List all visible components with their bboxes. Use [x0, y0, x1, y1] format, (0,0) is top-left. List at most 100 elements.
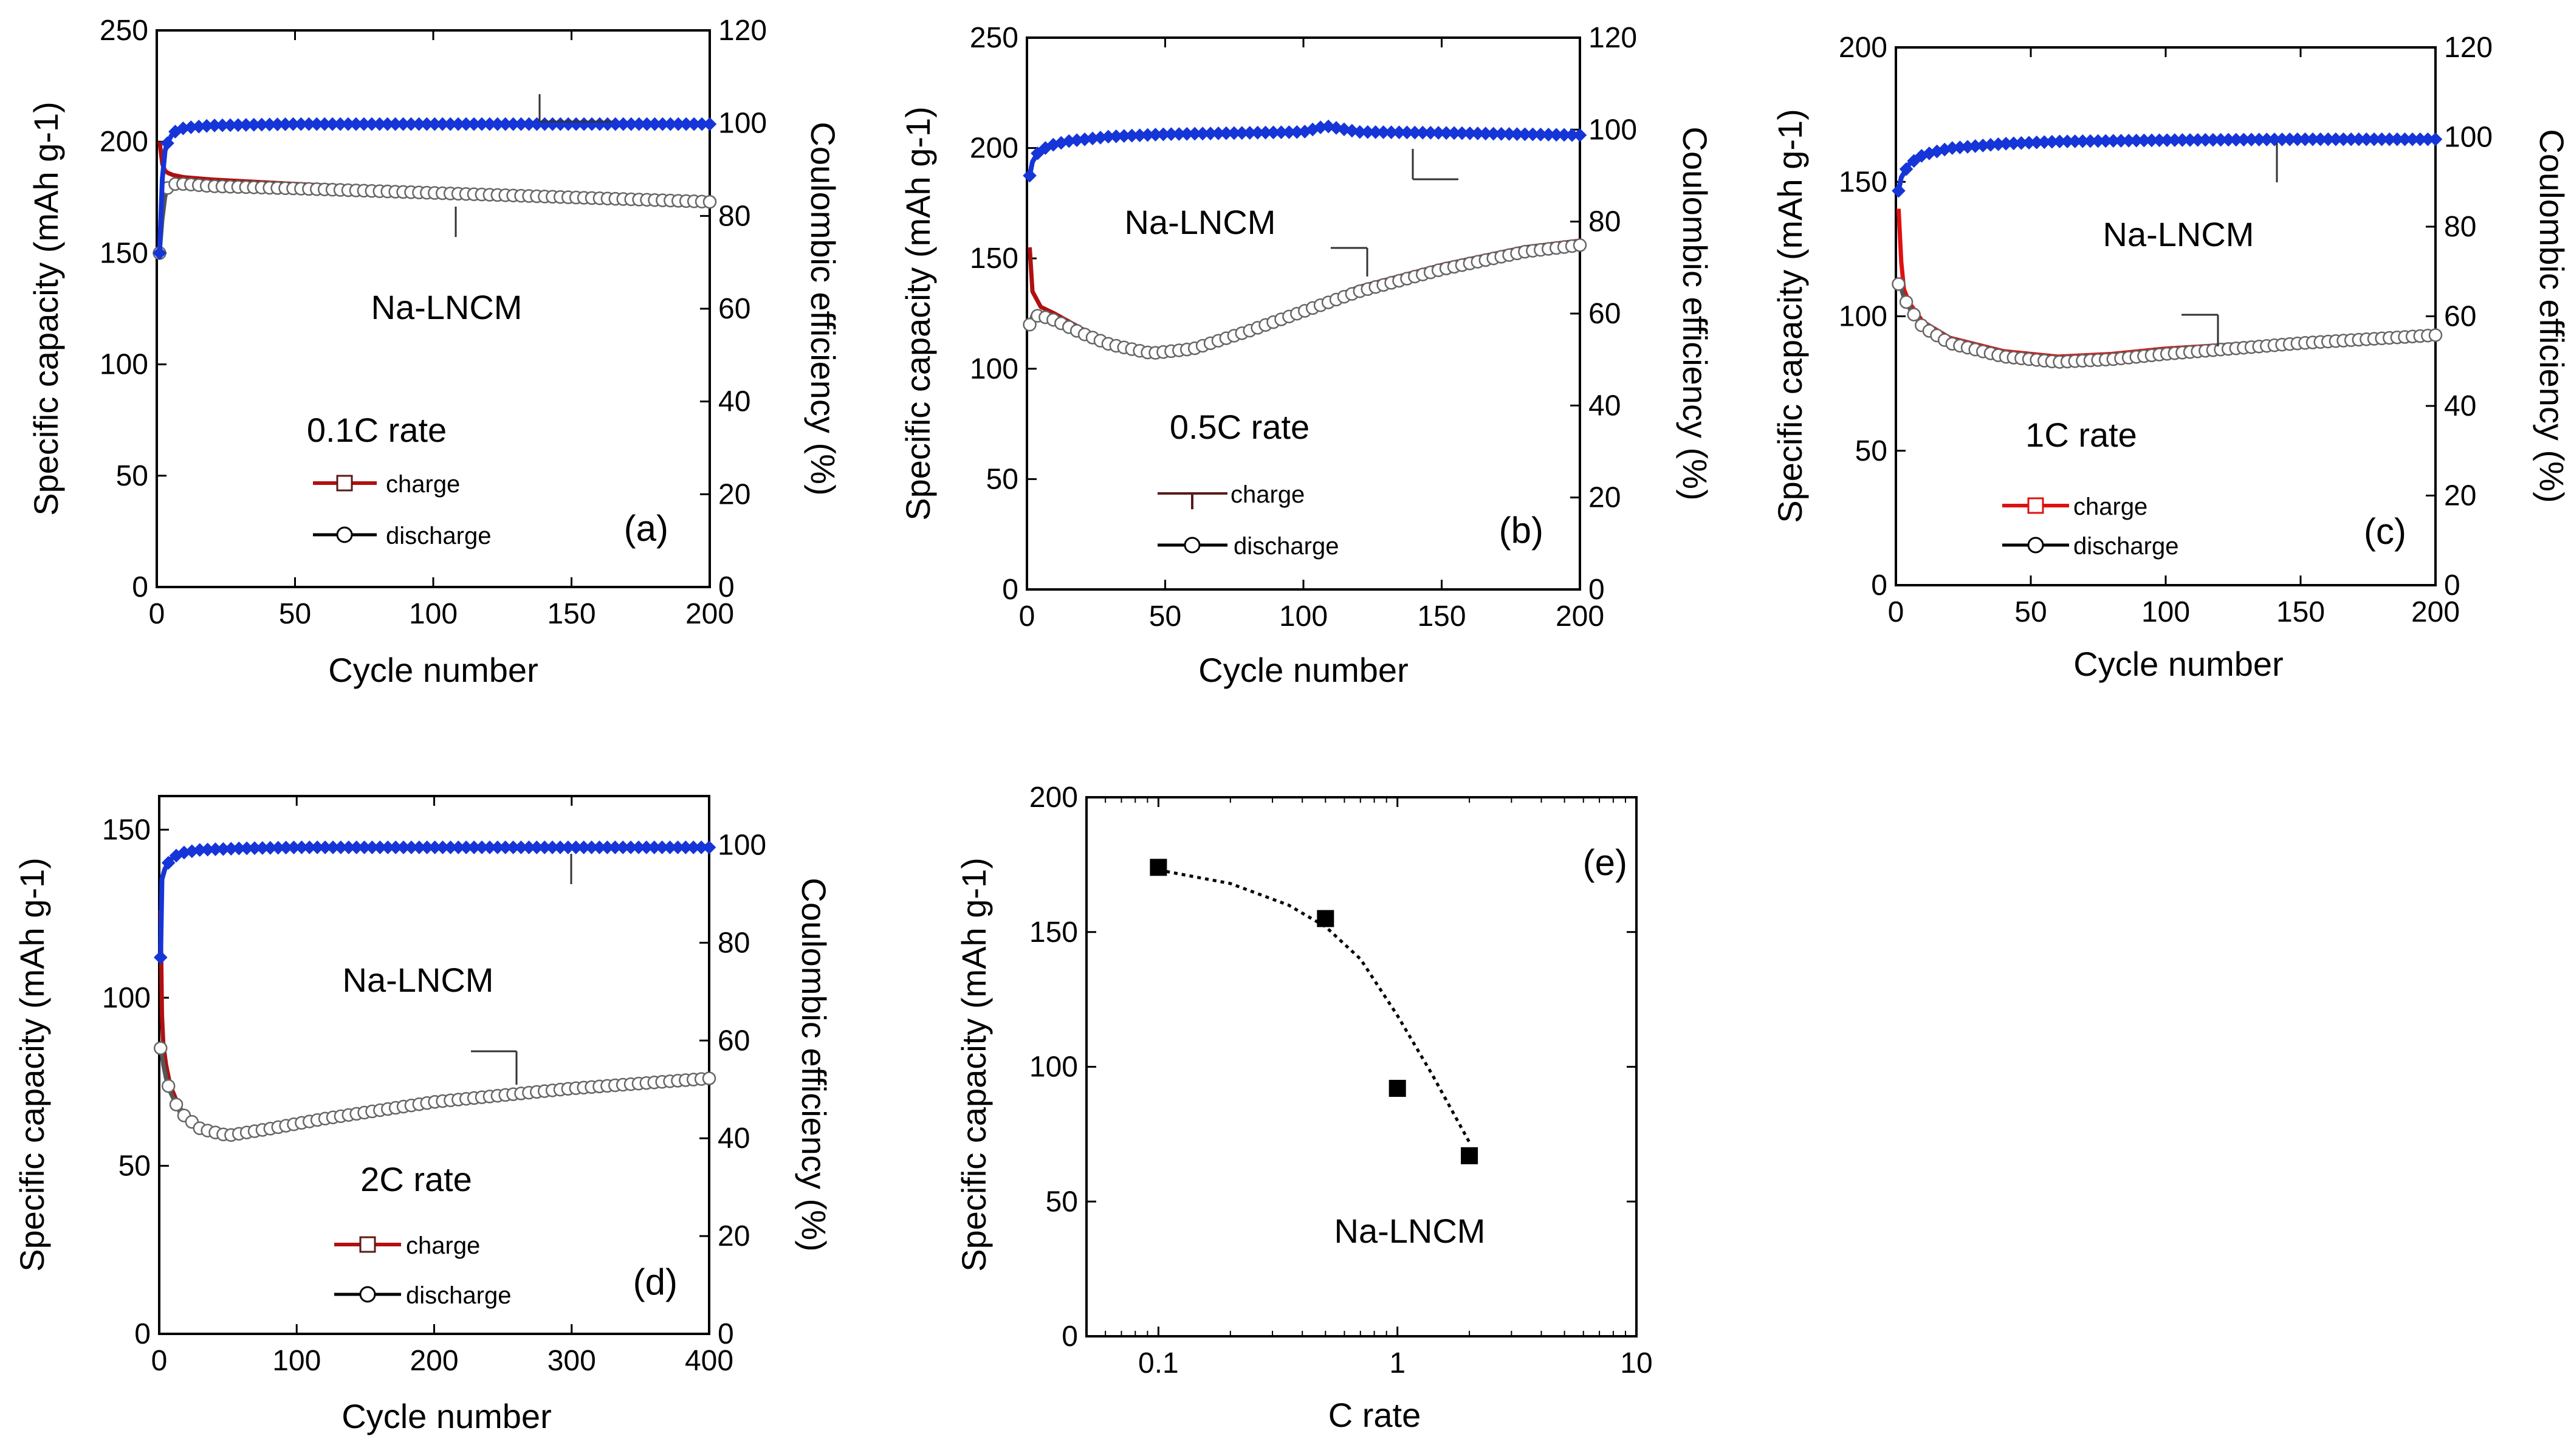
data-point — [1565, 128, 1579, 142]
data-point — [2121, 134, 2136, 148]
data-point — [1557, 128, 1571, 142]
data-point — [1243, 126, 1257, 140]
data-point — [239, 841, 254, 856]
y2-tick-label: 0 — [1588, 574, 1605, 606]
y2-tick-label: 100 — [1588, 114, 1637, 146]
y2-axis-title: Coulombic efficiency (%) — [2533, 129, 2571, 503]
y2-tick-label: 120 — [718, 15, 767, 47]
data-point — [631, 840, 646, 854]
data-point — [1471, 126, 1485, 140]
material-label: Na-LNCM — [1125, 203, 1276, 241]
legend-discharge-label: discharge — [406, 1282, 511, 1309]
data-point — [1023, 317, 1037, 332]
data-point — [1899, 295, 1914, 309]
data-point — [1317, 910, 1334, 927]
data-point — [1423, 126, 1438, 140]
data-point — [451, 840, 465, 854]
data-point — [2360, 132, 2374, 146]
data-point — [2305, 132, 2320, 146]
data-point — [2321, 132, 2335, 146]
data-point — [459, 840, 473, 854]
data-point — [1447, 126, 1461, 140]
material-label: Na-LNCM — [371, 288, 523, 326]
data-point — [1968, 139, 1982, 153]
x-tick-label: 50 — [1149, 600, 1181, 633]
rate-label: 2C rate — [360, 1160, 472, 1198]
data-point — [702, 117, 717, 131]
y-tick-label: 100 — [102, 982, 151, 1014]
y-tick-label: 150 — [1029, 916, 1078, 949]
data-point — [545, 840, 560, 854]
data-point — [1251, 126, 1265, 140]
y-tick-label: 0 — [1002, 574, 1018, 606]
legend: charge discharge — [334, 1232, 511, 1309]
data-point — [388, 840, 403, 854]
legend-discharge-marker — [2027, 537, 2044, 554]
data-point — [169, 1097, 184, 1111]
y-tick-label: 50 — [116, 460, 148, 492]
data-point — [1478, 126, 1493, 141]
legend-charge-label: charge — [2073, 493, 2147, 520]
x-tick-label: 150 — [2276, 596, 2325, 628]
legend: charge discharge — [2002, 493, 2178, 560]
x-tick-label: 0 — [1888, 596, 1904, 628]
x-tick-label: 10 — [1620, 1347, 1652, 1379]
data-point — [1150, 859, 1167, 876]
data-point — [467, 840, 481, 854]
y2-tick-label: 120 — [2444, 32, 2493, 64]
data-point — [247, 841, 262, 856]
y-tick-label: 150 — [100, 237, 148, 269]
rate-label: 0.5C rate — [1170, 408, 1310, 446]
data-point — [600, 840, 614, 854]
data-point — [694, 840, 709, 854]
data-point — [529, 840, 544, 854]
data-point — [380, 840, 395, 854]
data-point — [616, 840, 630, 854]
x-tick-label: 200 — [685, 598, 734, 630]
legend-discharge-marker — [359, 1286, 376, 1303]
y-tick-label: 150 — [970, 242, 1018, 275]
data-point — [2129, 133, 2144, 148]
data-point — [1274, 125, 1288, 140]
data-point — [1534, 128, 1548, 142]
series-line-discharge — [158, 1048, 710, 1138]
data-point — [1353, 125, 1367, 139]
data-point — [1415, 125, 1430, 140]
data-point — [1361, 125, 1375, 139]
data-point — [1313, 120, 1328, 134]
data-point — [2229, 132, 2243, 147]
data-point — [592, 840, 606, 854]
data-point — [1266, 125, 1280, 140]
data-point — [2382, 132, 2397, 146]
data-point — [2413, 132, 2428, 146]
material-label: Na-LNCM — [1334, 1212, 1486, 1250]
data-point — [1573, 238, 1587, 252]
axes-layer: 0 50 100 150 2000501001502002500204060801001… — [100, 15, 767, 630]
data-point — [1388, 1079, 1406, 1097]
data-point — [2298, 132, 2312, 146]
y2-tick-label: 120 — [1588, 22, 1637, 54]
data-point — [373, 840, 387, 854]
data-point — [2421, 132, 2435, 146]
data-point — [436, 840, 450, 854]
data-point — [1431, 126, 1446, 140]
data-point — [334, 840, 348, 854]
plot-frame — [1895, 46, 2437, 586]
panel-c: 0 50 100 150 200050100150200020406080100120 … — [1771, 32, 2571, 683]
data-point — [2282, 132, 2297, 146]
data-point — [2405, 132, 2420, 146]
data-point — [1975, 139, 1990, 153]
x-tick-label: 50 — [2014, 596, 2047, 628]
data-point — [2098, 134, 2113, 148]
data-point — [686, 840, 701, 854]
panel-label: (e) — [1583, 842, 1627, 883]
data-point — [154, 1041, 168, 1056]
data-point — [2053, 134, 2067, 149]
data-point — [671, 840, 685, 854]
data-point — [2191, 132, 2205, 147]
data-point — [326, 840, 340, 854]
legend-charge-marker — [359, 1236, 376, 1253]
axes-layer: 0 50 100 150 2000501001502002500204060801001… — [970, 22, 1637, 633]
data-point — [2091, 134, 2105, 148]
